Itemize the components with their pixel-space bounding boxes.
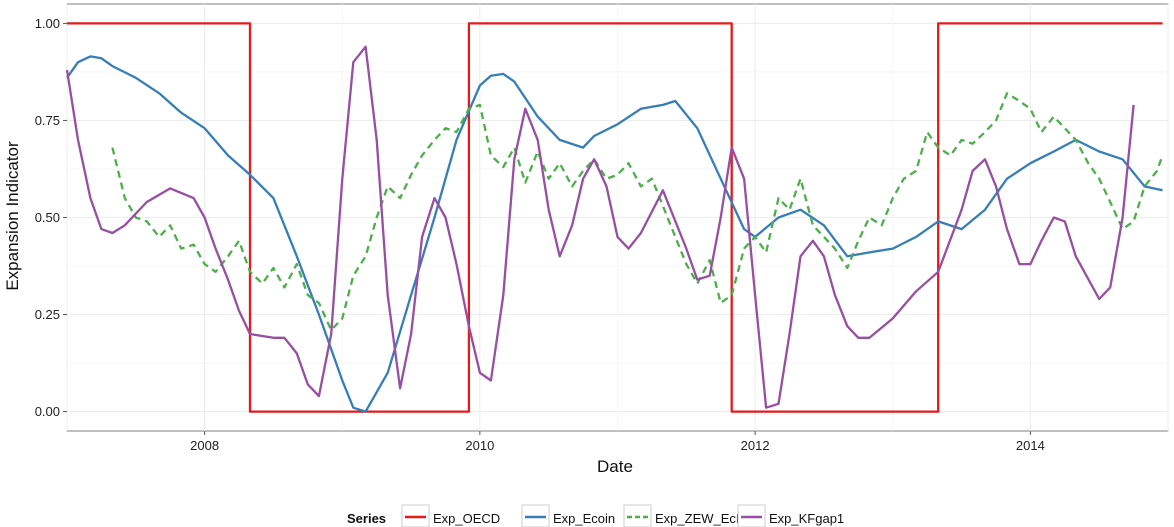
- y-tick-label: 0.00: [35, 404, 60, 419]
- series-layer: [65, 22, 1164, 413]
- x-axis: 2008 2010 2012 2014: [190, 431, 1045, 453]
- y-tick-label: 0.25: [35, 307, 60, 322]
- legend-label: Exp_OECD: [433, 511, 500, 526]
- series-line-exp-oecd: [67, 22, 1163, 413]
- x-axis-title: Date: [597, 457, 633, 476]
- y-tick-label: 0.75: [35, 113, 60, 128]
- legend: Series Exp_OECD Exp_Ecoin Exp_ZEW_EcE Exp_K…: [347, 504, 844, 527]
- legend-label: Exp_ZEW_EcE: [655, 511, 745, 526]
- x-tick-label: 2012: [741, 438, 770, 453]
- y-tick-label: 0.50: [35, 210, 60, 225]
- series-line-exp-kfgap1: [65, 45, 1135, 409]
- y-tick-label: 1.00: [35, 16, 60, 31]
- y-axis: 0.00 0.25 0.50 0.75 1.00: [35, 16, 67, 419]
- legend-title: Series: [347, 511, 386, 526]
- x-tick-label: 2014: [1016, 438, 1045, 453]
- series-line-exp-zew-ece: [111, 92, 1164, 332]
- series-line-exp-ecoin: [66, 55, 1163, 413]
- x-tick-label: 2010: [465, 438, 494, 453]
- legend-label: Exp_Ecoin: [553, 511, 615, 526]
- y-axis-title: Expansion Indicator: [3, 141, 22, 291]
- legend-label: Exp_KFgap1: [769, 511, 844, 526]
- x-tick-label: 2008: [190, 438, 219, 453]
